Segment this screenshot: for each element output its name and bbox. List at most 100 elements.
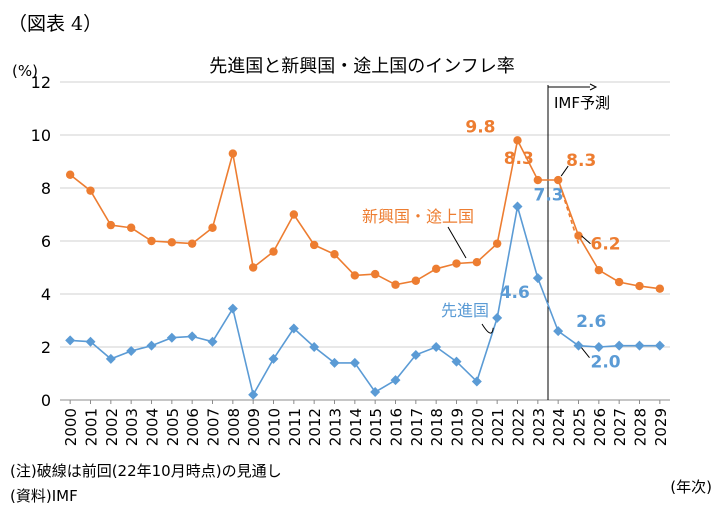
forecast-marker: IMF予測 xyxy=(547,83,610,400)
data-label: 6.2 xyxy=(591,235,621,255)
y-tick-label: 10 xyxy=(31,126,51,145)
series-name-label: 先進国 xyxy=(441,301,489,320)
y-tick-label: 6 xyxy=(41,232,51,251)
data-point xyxy=(268,353,279,364)
leader-line xyxy=(560,165,569,177)
data-point xyxy=(594,265,604,275)
data-point xyxy=(269,247,278,256)
footnote-note: (注)破線は前回(22年10月時点)の見通し xyxy=(10,462,282,480)
y-tick-label: 0 xyxy=(41,391,51,410)
data-point xyxy=(208,223,217,232)
x-axis-label: (年次) xyxy=(670,478,712,496)
data-point xyxy=(289,210,299,219)
data-point xyxy=(187,239,197,248)
y-tick-label: 4 xyxy=(41,285,51,304)
data-point xyxy=(106,220,116,230)
x-tick-label: 2020 xyxy=(469,408,487,446)
x-tick-label: 2015 xyxy=(367,408,385,446)
data-point xyxy=(492,312,503,323)
x-tick-label: 2002 xyxy=(103,408,121,446)
leader-line xyxy=(447,226,467,259)
data-point xyxy=(288,323,299,334)
data-point xyxy=(431,342,442,352)
data-point xyxy=(471,376,482,387)
data-point xyxy=(65,170,75,179)
x-tick-label: 2017 xyxy=(408,408,426,446)
data-point xyxy=(329,357,340,368)
x-tick-label: 2027 xyxy=(611,408,629,446)
leader-line xyxy=(581,235,591,245)
x-tick-label: 2022 xyxy=(510,408,528,446)
x-tick-label: 2019 xyxy=(449,408,467,446)
data-point xyxy=(472,258,482,267)
data-point xyxy=(593,342,604,352)
data-point xyxy=(655,284,665,293)
x-tick-label: 2005 xyxy=(164,408,182,446)
x-tick-label: 2003 xyxy=(123,408,141,446)
data-point xyxy=(126,345,137,356)
data-point xyxy=(634,340,645,351)
data-point xyxy=(654,340,665,351)
data-point xyxy=(512,201,523,212)
x-tick-label: 2010 xyxy=(266,408,284,446)
data-point xyxy=(330,250,339,259)
data-point xyxy=(167,238,177,247)
data-point xyxy=(635,281,644,291)
forecast-label: IMF予測 xyxy=(554,94,610,112)
grid-lines xyxy=(60,81,670,401)
x-tick-label: 2000 xyxy=(62,408,80,446)
y-axis-unit: (%) xyxy=(12,62,38,80)
x-tick-label: 2006 xyxy=(184,408,202,446)
data-point xyxy=(228,149,238,158)
data-point xyxy=(533,175,543,185)
footnote-source: (資料)IMF xyxy=(10,487,78,505)
series-line xyxy=(70,206,660,397)
leader-line xyxy=(581,347,590,358)
y-tick-label: 8 xyxy=(41,179,51,198)
data-point xyxy=(410,349,421,360)
data-point xyxy=(614,340,625,351)
data-point xyxy=(451,356,462,367)
data-point xyxy=(65,335,76,346)
data-point xyxy=(452,259,461,268)
data-point xyxy=(227,303,238,314)
data-point xyxy=(187,331,198,342)
data-point xyxy=(390,375,401,386)
data-point xyxy=(207,336,218,347)
x-tick-label: 2001 xyxy=(83,408,101,446)
data-point xyxy=(391,280,400,289)
data-point xyxy=(370,387,381,398)
y-tick-labels: 0 2 4 6 8 10 12 xyxy=(31,73,51,410)
data-point xyxy=(146,340,157,351)
x-tick-label: 2026 xyxy=(591,408,609,446)
x-tick-label: 2007 xyxy=(205,408,223,446)
data-point xyxy=(431,264,441,274)
x-tick-label: 2013 xyxy=(327,408,345,446)
forecast-arrow-head xyxy=(589,83,598,91)
x-tick-label: 2008 xyxy=(225,408,243,446)
data-point xyxy=(553,175,563,185)
x-tick-label: 2025 xyxy=(571,408,589,446)
y-tick-label: 12 xyxy=(31,73,51,92)
data-point xyxy=(147,236,156,246)
data-point xyxy=(349,357,360,368)
data-point xyxy=(513,136,522,145)
x-tick-label: 2023 xyxy=(530,408,548,446)
data-point xyxy=(309,240,319,250)
data-label: 9.8 xyxy=(465,117,495,137)
data-point xyxy=(166,332,177,343)
x-tick-labels: 2000 2001 2002 2003 2004 2005 2006 2007 2008 2009… xyxy=(62,400,670,446)
data-label: 8.3 xyxy=(566,151,596,171)
data-label: 4.6 xyxy=(500,283,530,303)
x-tick-label: 2028 xyxy=(632,408,650,446)
data-point xyxy=(553,326,564,337)
data-point xyxy=(614,277,624,287)
data-point xyxy=(370,269,380,279)
x-tick-label: 2004 xyxy=(144,408,162,446)
x-tick-label: 2012 xyxy=(306,408,324,446)
data-point xyxy=(248,389,259,400)
data-label: 8.3 xyxy=(504,149,534,169)
x-tick-label: 2021 xyxy=(489,408,507,446)
data-point xyxy=(411,276,421,285)
